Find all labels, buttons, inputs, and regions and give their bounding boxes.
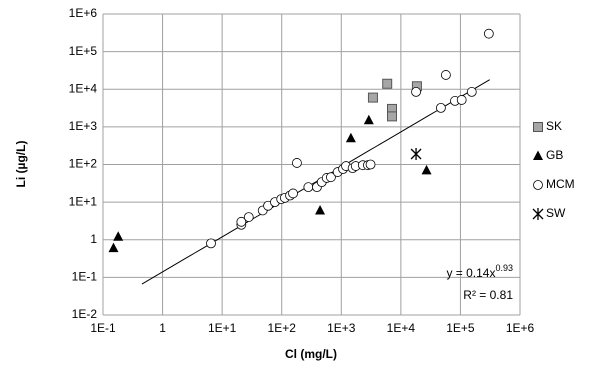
marker-triangle [108,242,119,253]
x-tick-label: 1E+1 [208,321,237,335]
y-tick-label: 1E+6 [69,6,98,20]
marker-triangle [113,231,124,241]
y-tick-label: 1E+5 [69,44,98,58]
marker-circle [243,212,254,222]
x-tick-label: 1E+2 [268,321,297,335]
x-tick-label: 1E+3 [327,321,356,335]
marker-circle [206,238,216,249]
x-tick-label: 1E-1 [90,321,116,335]
y-tick-label: 1E-2 [72,307,98,321]
marker-circle [292,158,302,168]
legend-marker [533,150,543,160]
marker-circle [288,188,298,199]
y-tick-label: 1E-1 [72,270,98,284]
marker-circle [440,70,451,80]
x-tick-label: 1 [159,321,166,335]
legend-label: SW [546,206,566,220]
x-tick-label: 1E+6 [506,321,535,335]
equation: y = 0.14x0.93 [446,263,513,280]
marker-circle [326,172,336,183]
r-squared: R² = 0.81 [463,288,513,302]
marker-circle [365,159,376,170]
marker-triangle [345,132,356,143]
legend-marker [533,122,543,132]
legend-label: MCM [546,177,575,191]
marker-square [382,78,393,89]
marker-square [386,111,397,122]
marker-triangle [315,204,326,215]
x-tick-label: 1E+5 [446,321,475,335]
legend-label: GB [546,148,563,162]
marker-circle [466,87,477,97]
x-axis-title: Cl (mg/L) [285,347,337,361]
y-tick-label: 1E+3 [69,119,98,133]
x-tick-label: 1E+4 [387,321,416,335]
y-tick-label: 1E+2 [69,157,98,171]
marker-triangle [421,164,432,175]
marker-circle [236,216,247,227]
y-tick-label: 1E+4 [69,81,98,95]
marker-circle [435,102,446,113]
equation-text: y = 0.14x [446,266,495,280]
marker-circle [303,182,314,193]
marker-circle [456,95,467,105]
trendline [141,79,490,285]
marker-star [410,148,422,161]
marker-circle [411,87,421,97]
legend-label: SK [546,119,562,133]
legend-marker [532,208,544,220]
y-tick-label: 1 [90,232,97,246]
legend-marker [533,180,543,190]
marker-circle [483,28,494,39]
y-axis-title: Li (µg/L) [14,141,28,188]
marker-triangle [363,114,374,125]
equation-exponent: 0.93 [495,263,513,273]
y-tick-label: 1E+1 [69,194,98,208]
marker-square [367,92,378,103]
